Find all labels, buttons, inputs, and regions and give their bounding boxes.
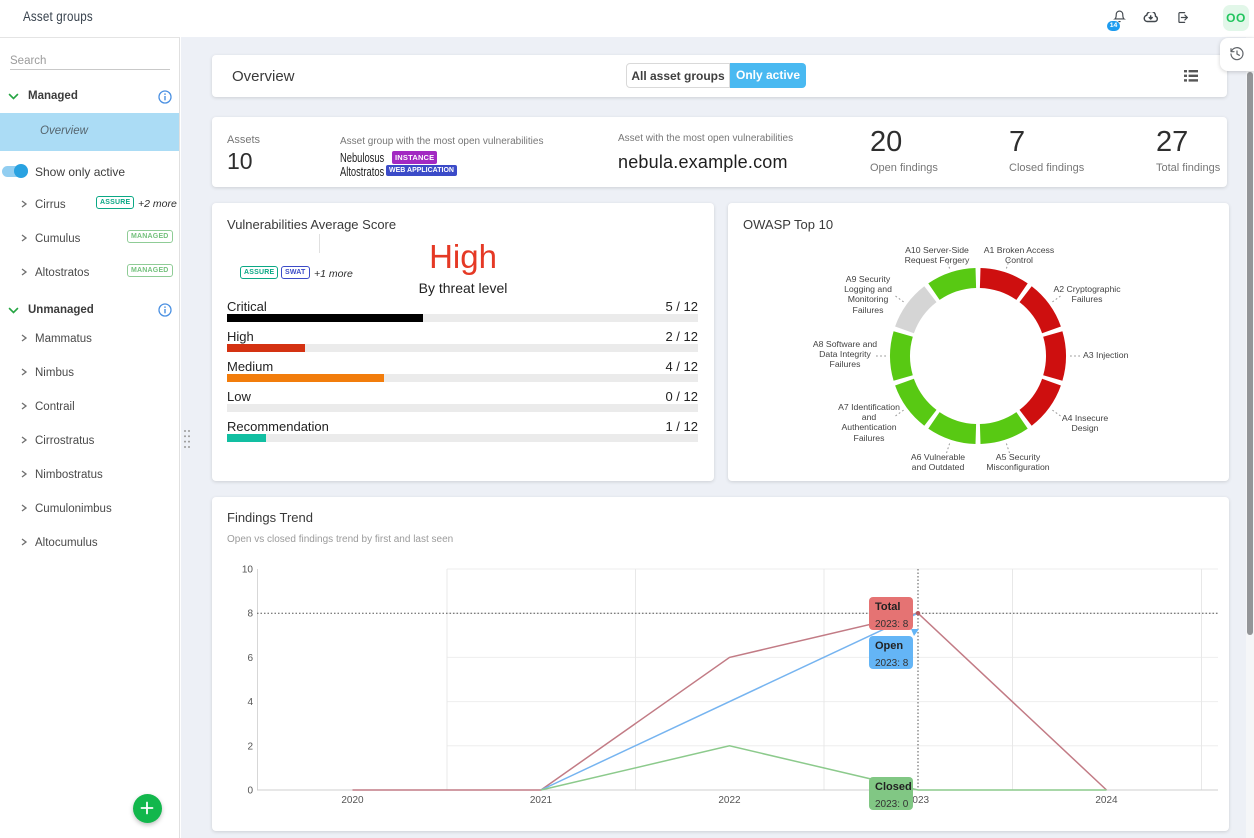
svg-text:0: 0 — [247, 786, 253, 797]
svg-text:2020: 2020 — [341, 795, 364, 806]
svg-text:2023: 2023 — [907, 795, 930, 806]
svg-text:8: 8 — [247, 609, 253, 620]
svg-text:2022: 2022 — [718, 795, 741, 806]
svg-text:2024: 2024 — [1095, 795, 1118, 806]
svg-text:4: 4 — [247, 697, 253, 708]
svg-text:10: 10 — [242, 565, 254, 576]
svg-text:6: 6 — [247, 653, 253, 664]
svg-text:2021: 2021 — [530, 795, 553, 806]
svg-text:2: 2 — [247, 741, 253, 752]
